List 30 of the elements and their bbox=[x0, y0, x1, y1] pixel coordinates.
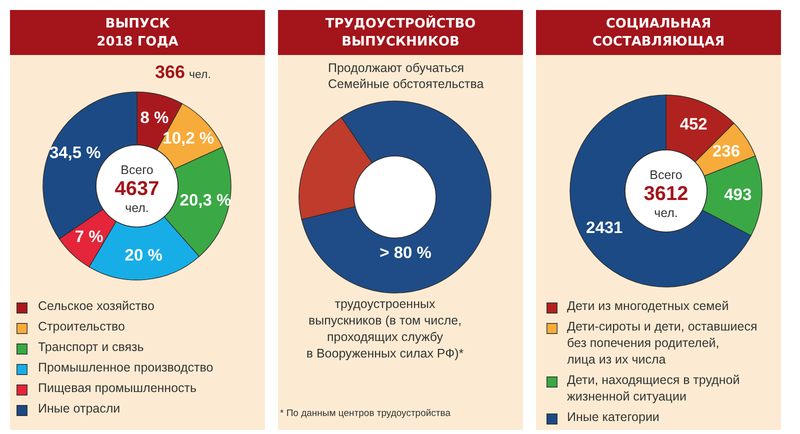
data-label: 2431 bbox=[586, 219, 623, 238]
legend-label: Промышленное производство bbox=[38, 360, 214, 374]
legend-label: Дети-сироты и дети, оставшиеся без попечения родителей, лица из их числа bbox=[567, 320, 758, 366]
data-label: 20 % bbox=[124, 246, 163, 265]
legend-label: Строительство bbox=[38, 320, 126, 334]
text: 366 чел. bbox=[154, 62, 211, 82]
data-label: 8 % bbox=[140, 109, 169, 128]
chart-title: СОЦИАЛЬНАЯ СОСТАВЛЯЮЩАЯ bbox=[592, 16, 725, 50]
text: Всего 4637 чел. bbox=[114, 163, 160, 215]
legend-label: Транспорт и связь bbox=[38, 340, 144, 354]
data-label: > 80 % bbox=[380, 244, 432, 262]
text: * По данным центров трудоустройства bbox=[280, 408, 452, 419]
data-label: 236 bbox=[712, 142, 740, 161]
legend-label: Дети, находящиеся в трудной жизненной ситуации bbox=[567, 373, 740, 404]
data-label: 7 % bbox=[74, 228, 104, 246]
chart-title: ТРУДОУСТРОЙСТВО ВЫПУСКНИКОВ bbox=[325, 14, 476, 50]
data-label: 10,2 % bbox=[162, 129, 214, 148]
legend-label: Пищевая промышленность bbox=[38, 381, 197, 395]
text: Продолжают обучаться bbox=[328, 61, 464, 75]
legend-label: Дети из многодетных семей bbox=[567, 299, 729, 313]
chart-title: ВЫПУСК 2018 ГОДА bbox=[96, 16, 178, 50]
text: Семейные обстоятельства bbox=[328, 77, 484, 91]
data-label: 452 bbox=[680, 115, 708, 134]
legend-label: Иные отрасли bbox=[38, 402, 120, 416]
legend-label: Иные категории bbox=[567, 410, 660, 424]
data-label: 493 bbox=[724, 186, 752, 204]
slice-label: трудоустроенных выпускников (в том числе, проходящих службу в Вооруженных силах РФ)* bbox=[306, 297, 464, 360]
legend-label: Сельское хозяйство bbox=[38, 299, 154, 313]
data-label: 34,5 % bbox=[49, 144, 102, 162]
text: Всего 3612 чел. bbox=[644, 168, 688, 220]
